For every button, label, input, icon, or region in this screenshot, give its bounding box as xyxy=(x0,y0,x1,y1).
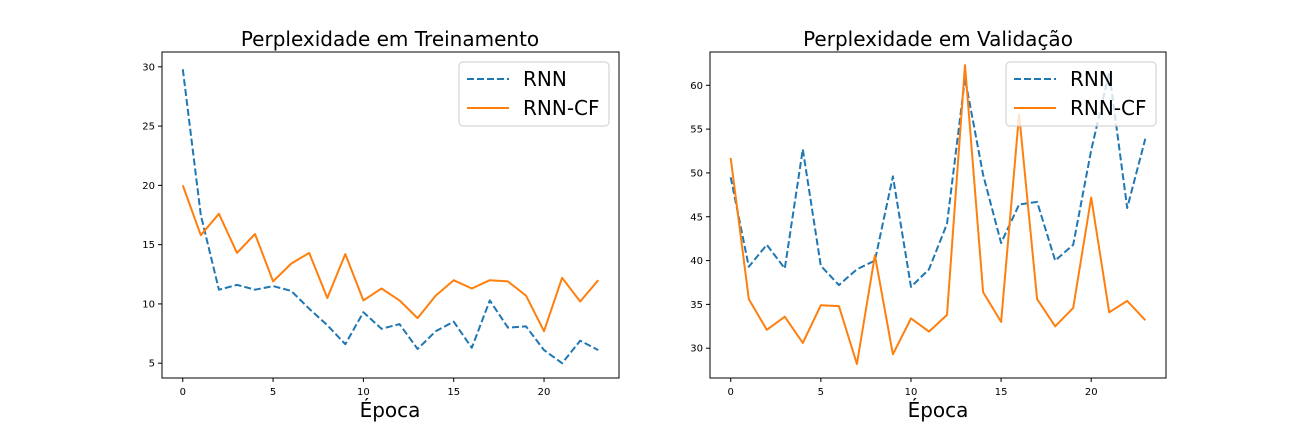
legend-label-rnn: RNN xyxy=(1070,67,1114,91)
y-tick-label: 30 xyxy=(690,344,703,355)
plot-frame xyxy=(161,51,620,379)
legend-box xyxy=(458,61,610,127)
y-tick-label: 50 xyxy=(690,168,703,179)
plot-frame xyxy=(709,51,1167,379)
x-tick-label: 5 xyxy=(270,387,276,398)
legend: RNN RNN-CF xyxy=(1005,61,1157,127)
legend-label-rnn-cf: RNN-CF xyxy=(523,96,600,120)
y-tick-label: 30 xyxy=(142,62,155,73)
x-tick-label: 10 xyxy=(357,387,370,398)
y-tick-label: 25 xyxy=(142,122,155,133)
series-group xyxy=(181,69,599,365)
x-tick-label: 20 xyxy=(538,387,551,398)
y-tick-label: 40 xyxy=(690,256,703,267)
y-tick-label: 60 xyxy=(690,81,703,92)
series-line-rnn xyxy=(181,69,599,365)
x-tick-label: 5 xyxy=(818,387,824,398)
x-tick-label: 0 xyxy=(728,387,734,398)
legend-label-rnn: RNN xyxy=(523,67,567,91)
y-tick-label: 55 xyxy=(690,125,703,136)
x-axis-label: Época xyxy=(360,398,421,422)
y-tick-label: 5 xyxy=(149,359,155,370)
x-tick-label: 10 xyxy=(905,387,918,398)
chart-title: Perplexidade em Validação xyxy=(803,27,1073,51)
x-tick-label: 0 xyxy=(180,387,186,398)
y-tick-label: 10 xyxy=(142,299,155,310)
legend-box xyxy=(1005,61,1157,127)
x-axis-label: Época xyxy=(908,398,969,422)
chart-training: Perplexidade em Treinamento Época 0 5 10 15… xyxy=(142,27,620,422)
legend-label-rnn-cf: RNN-CF xyxy=(1070,96,1147,120)
x-tick-label: 15 xyxy=(995,387,1008,398)
y-tick-label: 35 xyxy=(690,300,703,311)
legend: RNN RNN-CF xyxy=(458,61,610,127)
x-tick-label: 20 xyxy=(1085,387,1098,398)
x-tick-label: 15 xyxy=(447,387,460,398)
series-group xyxy=(729,64,1147,365)
series-line-rnn xyxy=(729,71,1147,288)
chart-title: Perplexidade em Treinamento xyxy=(241,27,539,51)
y-tick-label: 20 xyxy=(142,181,155,192)
series-line-rnn-cf xyxy=(729,64,1147,365)
series-line-rnn-cf xyxy=(181,185,599,333)
y-tick-label: 15 xyxy=(142,240,155,251)
y-tick-label: 45 xyxy=(690,212,703,223)
chart-validation: Perplexidade em Validação Época 0 5 10 15 20… xyxy=(690,27,1167,422)
